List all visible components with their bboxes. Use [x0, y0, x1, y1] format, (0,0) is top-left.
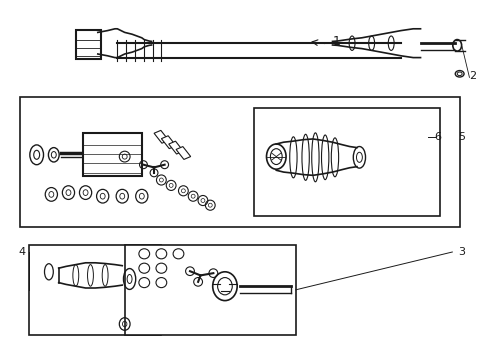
Bar: [29, 245, 161, 335]
Bar: [124, 245, 295, 335]
Bar: [161, 136, 176, 149]
Bar: [76, 30, 101, 59]
Text: 5: 5: [458, 132, 465, 142]
Text: 6: 6: [433, 132, 440, 142]
Bar: [176, 147, 190, 159]
Text: 3: 3: [458, 247, 465, 257]
Bar: [20, 97, 459, 227]
Text: 2: 2: [468, 71, 476, 81]
Text: 1: 1: [332, 35, 340, 48]
Text: 4: 4: [19, 247, 25, 257]
Bar: [154, 130, 168, 143]
Bar: [168, 141, 183, 154]
Bar: [83, 133, 142, 176]
Bar: [254, 108, 439, 216]
